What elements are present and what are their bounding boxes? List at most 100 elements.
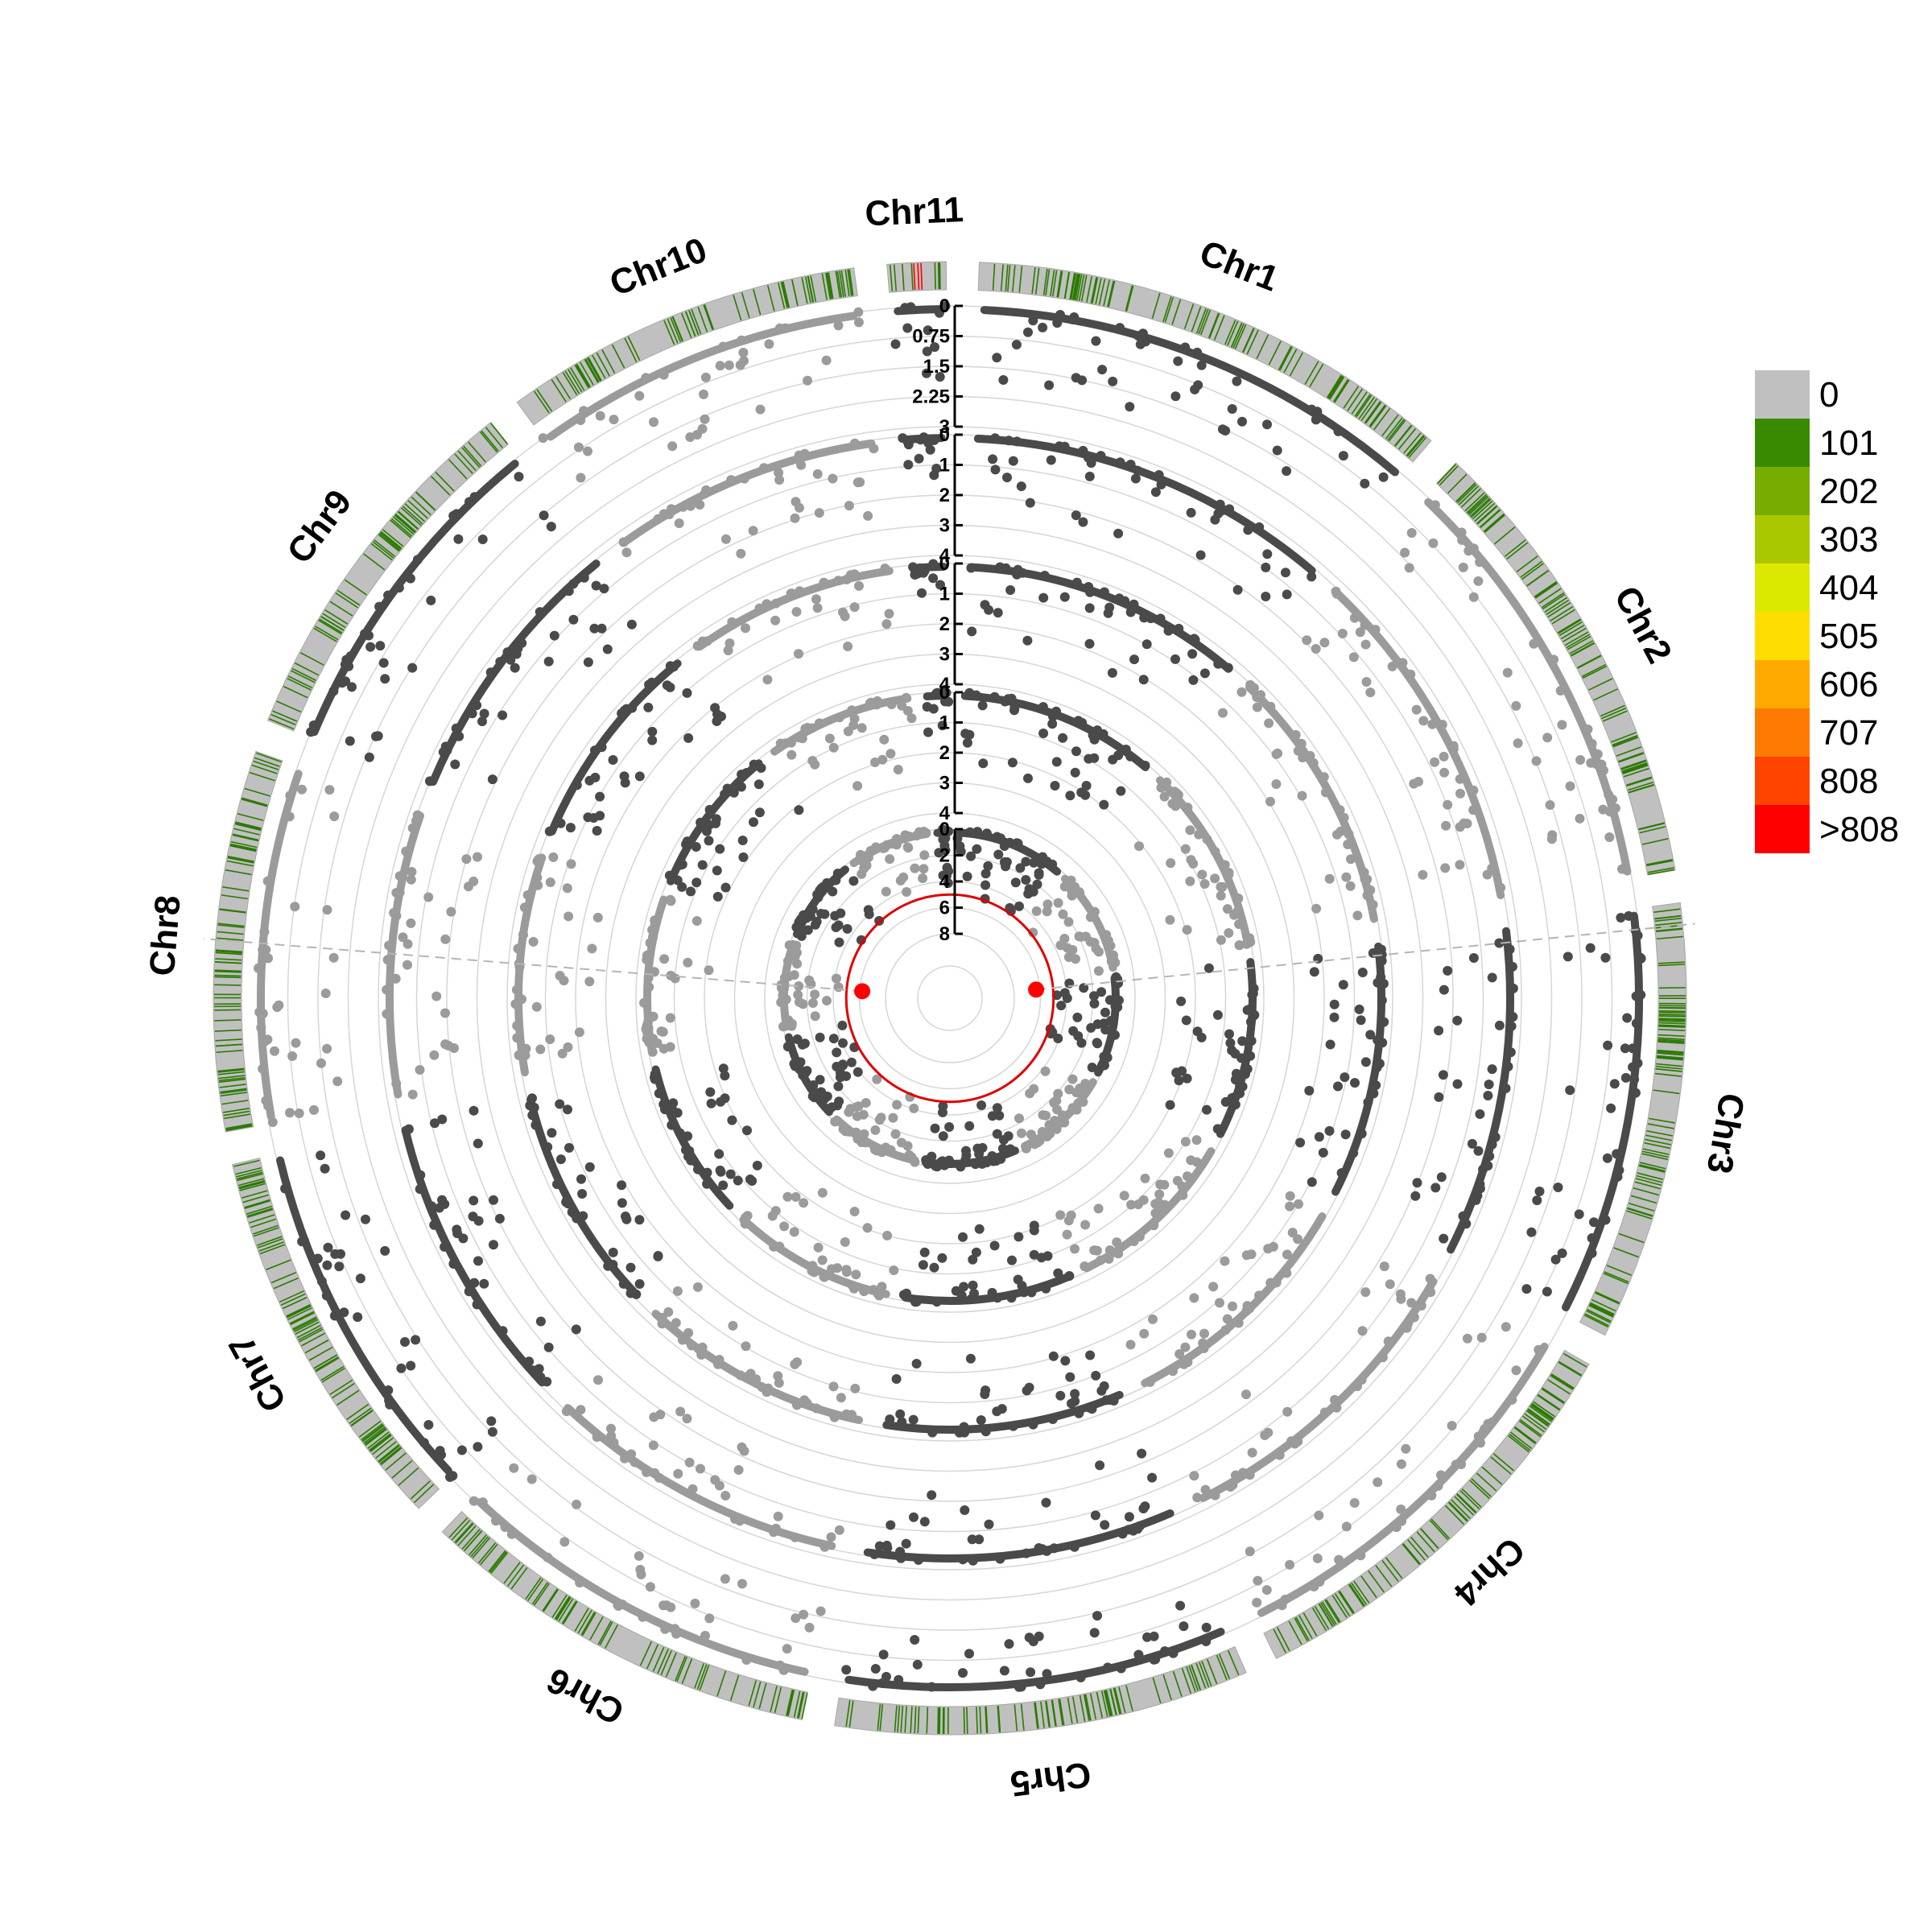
data-point [999,1666,1009,1676]
density-tick [215,1043,242,1047]
data-point [1542,733,1553,743]
data-point [720,882,731,893]
data-point [1065,1372,1075,1382]
density-tick [1289,352,1304,377]
density-tick [1246,329,1259,355]
density-tick [448,459,468,480]
data-point [1325,1039,1335,1050]
density-tick [1320,1602,1335,1626]
data-point [724,360,734,370]
density-tick [1541,1388,1565,1405]
data-point [621,1212,630,1221]
density-tick [555,1596,571,1620]
density-tick [1083,1694,1090,1721]
data-point [807,998,818,1008]
data-point [919,850,930,861]
data-point [1154,1189,1165,1199]
data-point [791,607,802,617]
track-tick-label: 1 [939,455,950,477]
data-point [822,996,832,1005]
data-point [355,1274,365,1284]
density-tick [879,1703,884,1731]
data-point [1108,376,1118,386]
data-point [890,339,901,349]
density-tick [551,379,567,402]
data-point [1041,1110,1051,1121]
data-point [851,1269,861,1280]
density-tick [315,1357,340,1373]
data-point [1352,910,1363,921]
density-tick [1430,1518,1451,1539]
data-point [324,785,335,795]
data-point [753,779,764,790]
density-tick [1152,1677,1162,1703]
density-tick [1070,273,1076,300]
data-point [469,1195,479,1206]
data-point [827,1264,836,1274]
data-point [909,1103,919,1113]
data-point [964,729,975,740]
data-point [834,937,844,947]
data-point [852,781,863,791]
data-point [571,1324,581,1335]
data-point [972,844,982,854]
density-tick [1219,1653,1231,1679]
data-point [332,1076,343,1087]
density-tick [1107,280,1115,308]
data-point [862,1223,873,1233]
data-point [1066,1210,1076,1220]
data-point [1062,1229,1072,1240]
density-tick [1034,1702,1038,1729]
density-tick [1073,274,1080,300]
density-tick [380,530,402,549]
data-point [1134,841,1144,852]
data-point [1129,654,1139,665]
density-tick [258,1241,284,1252]
data-point [1452,1079,1463,1089]
density-tick [254,757,280,767]
track-tick-label: 3 [939,515,950,537]
data-point [1307,1177,1317,1187]
data-point [1557,720,1567,730]
data-point [1302,635,1312,646]
data-point [1080,931,1091,942]
density-tick [287,675,313,689]
density-tick [216,937,244,941]
data-point [479,708,489,719]
data-point [1318,1147,1328,1158]
density-tick [575,364,590,388]
density-tick [1611,732,1637,743]
data-point [810,1011,820,1022]
data-point [1262,419,1272,430]
density-tick [236,1171,263,1180]
density-tick [848,269,854,296]
data-point-band [526,1096,640,1298]
data-point [1067,1398,1076,1409]
data-point [1333,1081,1343,1092]
density-tick [1476,506,1498,525]
track-tick-label: 3 [939,416,950,438]
density-tick [510,1567,528,1590]
data-point [1589,1217,1599,1228]
data-point [667,441,678,452]
data-point [1462,1333,1472,1344]
density-tick [1657,1049,1684,1053]
data-point [464,881,473,892]
legend-label: 505 [1819,617,1878,656]
data-point [489,1195,498,1205]
data-point [1282,589,1292,600]
data-point [665,1013,675,1023]
data-point [1263,1427,1274,1438]
density-tick [665,1652,677,1678]
data-point [659,954,670,964]
density-tick [1481,1466,1503,1485]
data-point [1434,1026,1444,1036]
data-point [334,1261,345,1272]
data-point [528,936,539,947]
density-tick [1151,292,1161,319]
data-point [993,849,1004,860]
data-point [682,1414,692,1424]
data-point [724,638,735,649]
density-tick [1385,417,1403,440]
data-point [1265,796,1275,807]
